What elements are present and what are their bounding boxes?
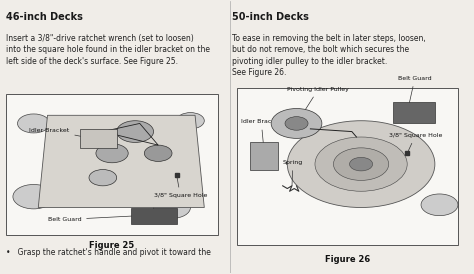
Text: •   Grasp the ratchet's handle and pivot it toward the: • Grasp the ratchet's handle and pivot i… <box>6 248 211 257</box>
Text: Idler Bracket: Idler Bracket <box>29 128 95 139</box>
Text: Idler Bracket: Idler Bracket <box>241 119 282 150</box>
Circle shape <box>96 144 128 163</box>
FancyBboxPatch shape <box>393 102 435 124</box>
Text: 3/8" Square Hole: 3/8" Square Hole <box>389 133 442 151</box>
Circle shape <box>349 157 373 171</box>
FancyBboxPatch shape <box>250 142 278 170</box>
Circle shape <box>271 109 322 138</box>
Circle shape <box>13 184 55 209</box>
Circle shape <box>154 197 191 218</box>
Circle shape <box>177 113 204 129</box>
Text: 46-inch Decks: 46-inch Decks <box>6 12 83 22</box>
Text: Figure 26: Figure 26 <box>325 255 370 264</box>
FancyBboxPatch shape <box>237 88 458 246</box>
Circle shape <box>145 145 172 161</box>
Text: 3/8" Square Hole: 3/8" Square Hole <box>154 178 207 198</box>
FancyBboxPatch shape <box>80 129 117 148</box>
Circle shape <box>421 194 458 216</box>
Text: Figure 25: Figure 25 <box>90 241 135 250</box>
Circle shape <box>89 170 117 186</box>
Text: To ease in removing the belt in later steps, loosen,
but do not remove, the bolt: To ease in removing the belt in later st… <box>232 34 426 77</box>
Text: Insert a 3/8"-drive ratchet wrench (set to loosen)
into the square hole found in: Insert a 3/8"-drive ratchet wrench (set … <box>6 34 210 66</box>
Circle shape <box>315 137 407 191</box>
Circle shape <box>285 117 308 130</box>
FancyBboxPatch shape <box>130 207 177 224</box>
Text: Pivoting Idler Pulley: Pivoting Idler Pulley <box>287 87 349 121</box>
Circle shape <box>117 121 154 142</box>
Text: 50-inch Decks: 50-inch Decks <box>232 12 309 22</box>
Text: Belt Guard: Belt Guard <box>47 216 137 222</box>
Polygon shape <box>38 115 204 207</box>
Circle shape <box>333 148 389 180</box>
Circle shape <box>287 121 435 207</box>
Text: Belt Guard: Belt Guard <box>398 76 432 110</box>
Circle shape <box>18 114 50 133</box>
FancyBboxPatch shape <box>6 94 218 235</box>
Text: Spring: Spring <box>283 160 303 186</box>
